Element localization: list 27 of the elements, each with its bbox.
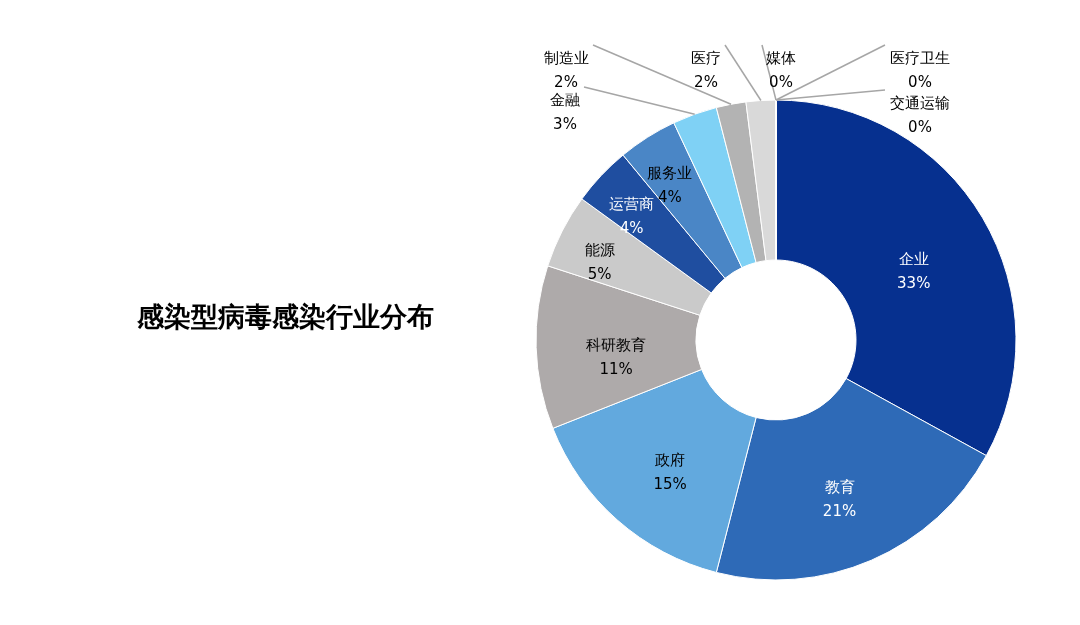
category-label: 媒体 [766, 49, 796, 67]
data-label: 21% [822, 501, 857, 520]
slice-label: 政府 [655, 451, 686, 470]
data-label: 15% [653, 475, 687, 494]
text: 0% [769, 73, 793, 91]
data-label: 2% [554, 73, 578, 91]
slice-label: 医疗 [691, 49, 721, 67]
text: 0% [908, 73, 932, 91]
slice-label: 运营商 [609, 195, 655, 214]
data-label: 4% [619, 219, 644, 238]
data-label: 3% [553, 115, 577, 133]
slice-label: 企业 [898, 249, 929, 268]
category-label: 医疗卫生 [890, 49, 950, 67]
data-label: 5% [587, 265, 612, 284]
text: 0% [908, 118, 932, 136]
slice-label: 教育 [824, 477, 855, 496]
data-label: 11% [599, 360, 633, 379]
text: 感染型病毒感染行业分布 [135, 301, 434, 332]
slice-label: 服务业 [647, 163, 693, 182]
slice-label: 制造业 [543, 49, 589, 67]
slice-label: 能源 [584, 241, 615, 260]
data-label: 4% [658, 187, 682, 206]
category-label: 交通运输 [890, 94, 950, 112]
data-label: 33% [897, 273, 931, 292]
slice-label: 金融 [550, 91, 580, 109]
data-label: 2% [694, 73, 718, 91]
slice-label: 科研教育 [586, 336, 647, 355]
